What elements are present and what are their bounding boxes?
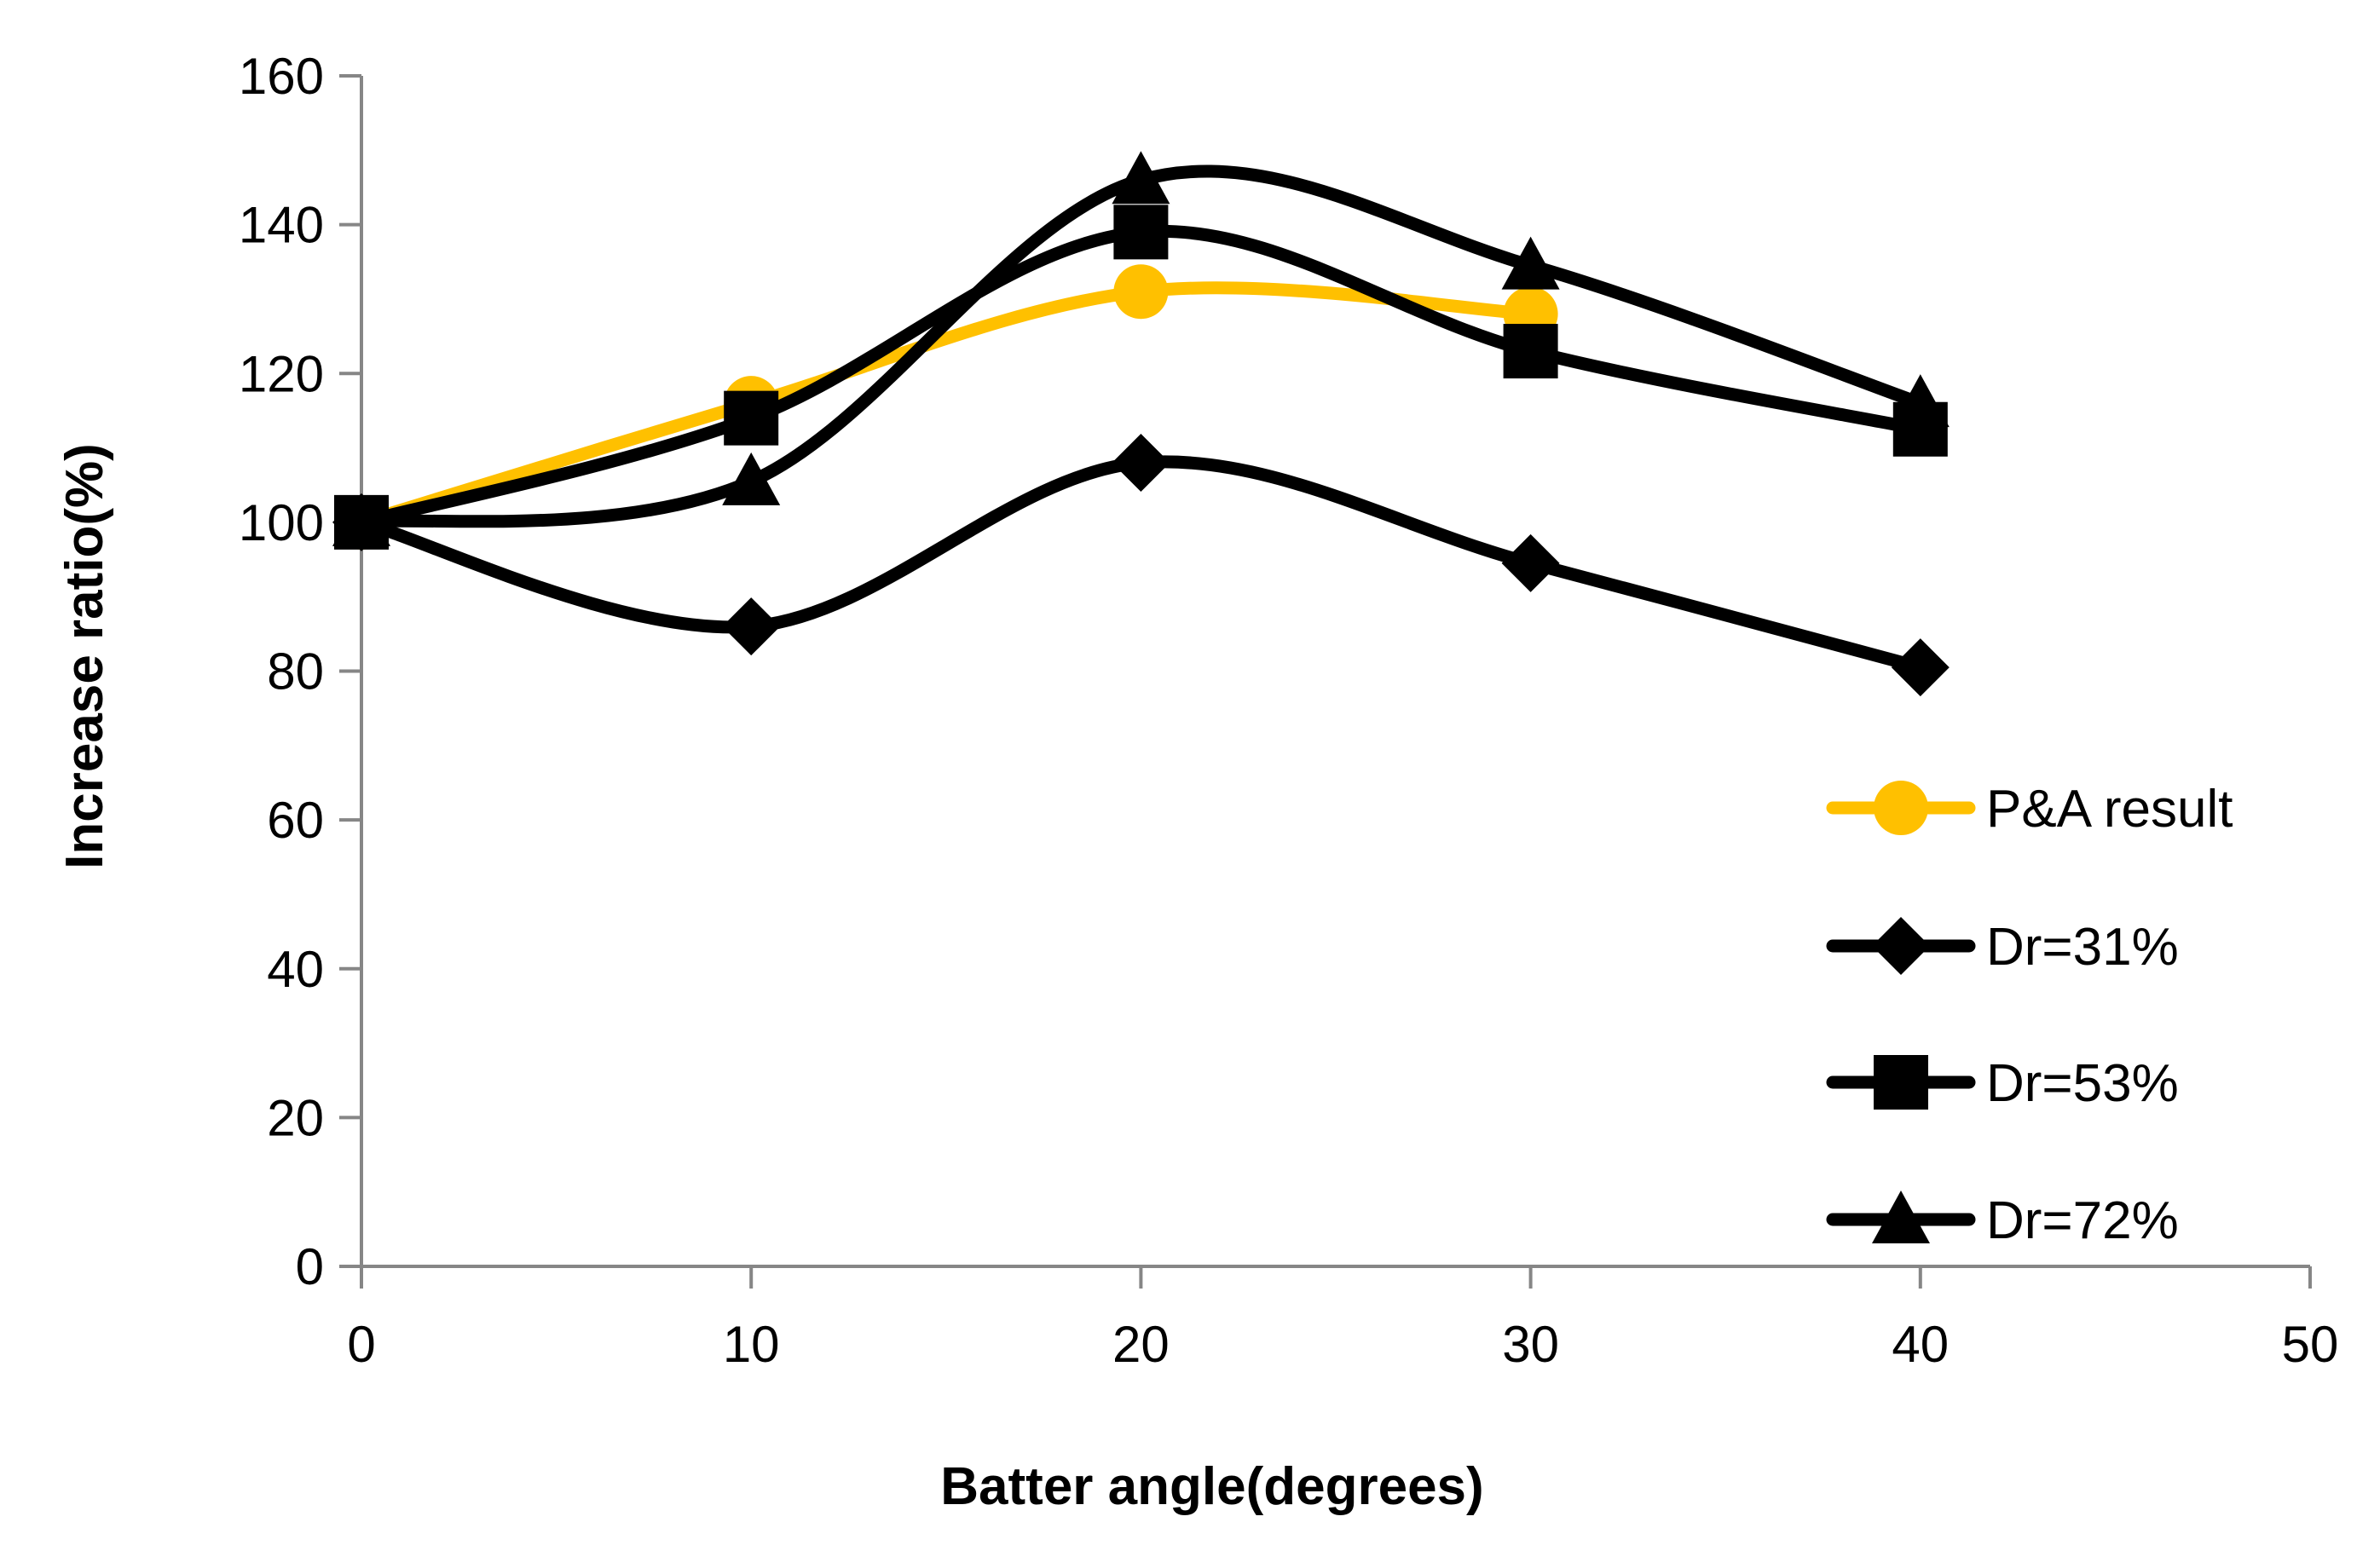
y-tick-label: 120 — [239, 345, 324, 402]
data-point — [332, 493, 390, 546]
y-tick-label: 80 — [267, 643, 324, 701]
y-tick-label: 140 — [239, 197, 324, 254]
legend-item-p-a-result: P&A result — [1826, 780, 2233, 839]
x-tick-label: 0 — [347, 1316, 375, 1373]
x-tick-label: 10 — [723, 1316, 780, 1373]
legend-item-dr-53: Dr=53% — [1826, 1054, 2179, 1113]
legend: P&A result Dr=31% Dr=53% Dr=72% — [1826, 780, 2233, 1250]
data-point — [1113, 205, 1169, 260]
y-tick-label: 0 — [296, 1238, 324, 1295]
x-axis-title: Batter angle(degrees) — [940, 1457, 1483, 1516]
x-tick-label: 40 — [1892, 1316, 1949, 1373]
data-point — [722, 597, 781, 656]
axes: 0 20 40 60 80 100 120 140 160 0 10 20 30 40 50 — [239, 48, 2338, 1373]
y-axis-title: Increase ratio(%) — [55, 443, 114, 869]
data-point — [1501, 236, 1560, 290]
y-tick-label: 160 — [239, 48, 324, 105]
data-point — [1501, 533, 1560, 592]
series-layer — [332, 151, 1950, 697]
legend-item-dr-31: Dr=31% — [1826, 917, 2179, 977]
legend-marker — [1874, 781, 1928, 835]
x-tick-label: 30 — [1502, 1316, 1559, 1373]
legend-label: Dr=72% — [1986, 1191, 2179, 1250]
data-point — [1112, 151, 1170, 205]
y-tick-label: 20 — [267, 1089, 324, 1146]
y-tick-label: 40 — [267, 941, 324, 998]
series-dr-72 — [332, 151, 1950, 546]
x-tick-label: 20 — [1112, 1316, 1170, 1373]
series-dr-53 — [334, 205, 1948, 550]
y-tick-label: 60 — [267, 792, 324, 849]
series-line — [355, 455, 1927, 674]
data-point — [1113, 264, 1169, 320]
data-point — [1503, 324, 1558, 379]
legend-marker — [1874, 1055, 1928, 1110]
data-point — [1891, 638, 1950, 697]
series-line — [355, 281, 1538, 529]
legend-label: Dr=31% — [1986, 918, 2179, 977]
legend-label: Dr=53% — [1986, 1054, 2179, 1113]
legend-item-dr-72: Dr=72% — [1826, 1191, 2179, 1250]
data-point — [722, 452, 781, 505]
y-tick-label: 100 — [239, 494, 324, 551]
data-point — [1112, 434, 1170, 493]
x-tick-label: 50 — [2282, 1316, 2339, 1373]
legend-marker — [1872, 1191, 1930, 1243]
data-point — [724, 390, 779, 446]
legend-label: P&A result — [1986, 780, 2233, 839]
data-point — [1891, 374, 1950, 428]
legend-marker — [1872, 917, 1930, 975]
